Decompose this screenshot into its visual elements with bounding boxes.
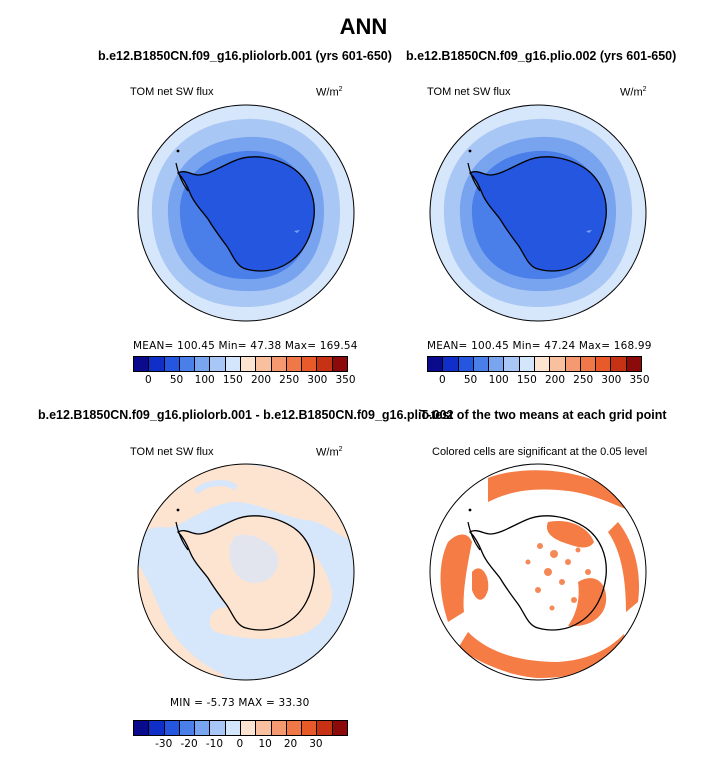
colorbar-swatch	[302, 721, 318, 735]
colorbar-swatch	[332, 357, 347, 371]
panel1-variable-label: TOM net SW flux	[130, 86, 214, 98]
colorbar-swatch	[611, 357, 627, 371]
panel3-units-label: W/m2	[316, 446, 343, 459]
colorbar-swatch	[565, 357, 581, 371]
colorbar-tick-label: 20	[283, 738, 298, 750]
panel1-title: b.e12.B1850CN.f09_g16.pliolorb.001 (yrs …	[98, 49, 392, 63]
colorbar-swatch	[271, 721, 287, 735]
colorbar-swatch	[473, 357, 490, 371]
colorbar-tick-label: 100	[194, 374, 215, 386]
panel3-map	[137, 463, 355, 681]
colorbar-tick-label: 10	[258, 738, 272, 750]
panel2-colorbar-ticks: 0 50 100 150 200 250 300 350	[427, 372, 650, 386]
colorbar-tick-label: 200	[544, 374, 566, 386]
colorbar-swatch	[195, 721, 211, 735]
colorbar-tick-label: 350	[335, 374, 356, 386]
colorbar-swatch	[489, 357, 505, 371]
colorbar-tick-label: 250	[279, 374, 300, 386]
colorbar-tick-label: 350	[629, 374, 650, 386]
panel4-map	[429, 463, 647, 681]
colorbar-tick-label: 0	[236, 738, 244, 750]
panel1-colorbar-ticks: 0 50 100 150 200 250 300 350	[133, 372, 356, 386]
panel2-colorbar: 0 50 100 150 200 250 300 350	[427, 356, 650, 386]
colorbar-swatch	[428, 357, 444, 371]
colorbar-tick-label: 50	[463, 374, 478, 386]
colorbar-tick-label: 300	[307, 374, 328, 386]
colorbar-tick-label: 250	[573, 374, 594, 386]
colorbar-swatch	[504, 357, 520, 371]
panel3-colorbar-ticks: -30 -20 -10 0 10 20 30	[133, 736, 348, 750]
panel1-stats: MEAN= 100.45 Min= 47.38 Max= 169.54	[133, 340, 358, 352]
panel2-stats: MEAN= 100.45 Min= 47.24 Max= 168.99	[427, 340, 652, 352]
colorbar-swatch	[626, 357, 641, 371]
panel4-title: T-test of the two means at each grid poi…	[420, 408, 667, 422]
colorbar-swatch	[256, 357, 272, 371]
antarctica-land	[468, 515, 607, 631]
colorbar-tick-label: 150	[516, 374, 537, 386]
colorbar-swatch	[134, 721, 150, 735]
panel3-variable-label: TOM net SW flux	[130, 446, 214, 458]
colorbar-swatch	[317, 357, 333, 371]
colorbar-swatch	[164, 721, 180, 735]
colorbar-swatch	[302, 357, 318, 371]
panel2-units-label: W/m2	[620, 86, 647, 99]
panel3-stats: MIN = -5.73 MAX = 33.30	[170, 697, 310, 709]
colorbar-swatch	[195, 357, 211, 371]
colorbar-swatch	[256, 721, 272, 735]
colorbar-swatch	[179, 721, 196, 735]
colorbar-swatch	[149, 357, 165, 371]
antarctica-land	[468, 156, 607, 272]
colorbar-swatch	[225, 721, 241, 735]
panel1-colorbar: 0 50 100 150 200 250 300 350	[133, 356, 356, 386]
colorbar-tick-label: 100	[488, 374, 509, 386]
colorbar-swatch	[149, 721, 165, 735]
colorbar-tick-label: -20	[180, 738, 198, 750]
colorbar-tick-label: -30	[155, 738, 173, 750]
colorbar-swatch	[458, 357, 474, 371]
colorbar-swatch	[179, 357, 196, 371]
colorbar-tick-label: 200	[250, 374, 272, 386]
colorbar-tick-label: 30	[309, 738, 323, 750]
panel2-variable-label: TOM net SW flux	[427, 86, 511, 98]
colorbar-swatch	[332, 721, 347, 735]
antarctica-land	[176, 156, 315, 272]
colorbar-swatch	[240, 357, 257, 371]
colorbar-swatch	[443, 357, 459, 371]
panel2-map	[429, 104, 647, 322]
colorbar-swatch	[286, 721, 303, 735]
colorbar-tick-label: 300	[601, 374, 622, 386]
panel4-significance-note: Colored cells are significant at the 0.0…	[432, 446, 648, 458]
colorbar-tick-label: 150	[222, 374, 243, 386]
colorbar-swatch	[134, 357, 150, 371]
colorbar-swatch	[210, 721, 226, 735]
colorbar-swatch	[164, 357, 180, 371]
panel3-title: b.e12.B1850CN.f09_g16.pliolorb.001 - b.e…	[38, 408, 454, 422]
colorbar-tick-label: 0	[439, 374, 446, 386]
colorbar-swatch	[580, 357, 597, 371]
figure-title: ANN	[339, 14, 388, 39]
colorbar-swatch	[550, 357, 566, 371]
colorbar-tick-label: 50	[169, 374, 184, 386]
colorbar-tick-label: -10	[205, 738, 224, 750]
panel1-map	[137, 104, 355, 322]
colorbar-swatch	[519, 357, 535, 371]
colorbar-swatch	[596, 357, 612, 371]
panel1-units-label: W/m2	[316, 86, 343, 99]
colorbar-swatch	[240, 721, 257, 735]
colorbar-swatch	[225, 357, 241, 371]
colorbar-swatch	[271, 357, 287, 371]
colorbar-swatch	[534, 357, 551, 371]
colorbar-swatch	[210, 357, 226, 371]
colorbar-swatch	[317, 721, 333, 735]
colorbar-swatch	[286, 357, 303, 371]
colorbar-tick-label: 0	[145, 374, 152, 386]
panel3-colorbar: -30 -20 -10 0 10 20 30	[133, 720, 348, 750]
panel2-title: b.e12.B1850CN.f09_g16.plio.002 (yrs 601-…	[406, 49, 677, 63]
